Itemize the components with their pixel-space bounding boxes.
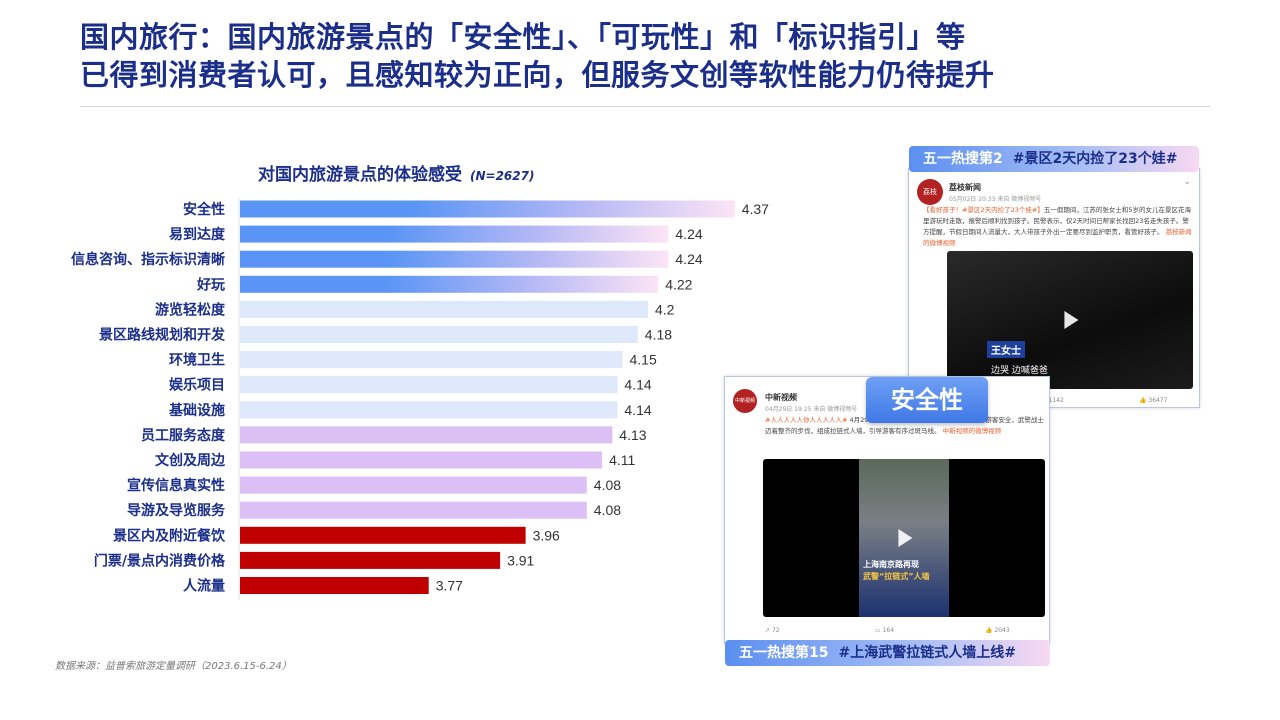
- title-line-2: 已得到消费者认可，且感知较为正向，但服务文创等软性能力仍待提升: [80, 58, 995, 92]
- value-label: 4.08: [594, 477, 621, 493]
- post-meta: 05月02日 20:33 来自 微博视频号: [949, 196, 1042, 203]
- value-label: 4.14: [624, 377, 651, 393]
- value-label: 4.24: [675, 226, 702, 242]
- category-label: 导游及导览服务: [127, 502, 226, 519]
- bar: [240, 351, 623, 369]
- post-text: 五一假期间，江苏的张女士和5岁的女儿在景区花海里游玩时走散，报警后顺利找到孩子。…: [923, 206, 1191, 236]
- post-hashtag[interactable]: 【看好孩子！#景区2天内捡了23个娃#】: [923, 206, 1044, 214]
- category-label: 宣传信息真实性: [127, 477, 225, 494]
- category-label: 基础设施: [169, 402, 225, 419]
- value-label: 4.11: [609, 452, 635, 468]
- title-divider: [80, 106, 1210, 107]
- post-video[interactable]: 王女士 边哭 边喊爸爸: [947, 251, 1193, 389]
- comment-count[interactable]: ▭ 164: [875, 627, 895, 634]
- slide-title: 国内旅行：国内旅游景点的「安全性」、「可玩性」和「标识指引」等 已得到消费者认可…: [80, 18, 1210, 94]
- category-label: 门票/景点内消费价格: [94, 552, 226, 569]
- value-label: 4.14: [624, 402, 651, 418]
- video-caption-name: 王女士: [987, 341, 1025, 358]
- bar: [240, 577, 429, 594]
- play-icon[interactable]: [1064, 311, 1079, 329]
- post-user[interactable]: 荔枝新闻: [949, 183, 981, 192]
- value-label: 4.13: [619, 427, 646, 443]
- bar: [240, 300, 648, 318]
- bar: [240, 426, 613, 444]
- category-label: 游览轻松度: [155, 301, 226, 318]
- value-label: 4.22: [665, 276, 692, 292]
- category-label: 文创及周边: [155, 452, 226, 469]
- hot-search-header-2: 五一热搜第15 #上海武警拉链式人墙上线#: [725, 640, 1050, 666]
- bar: [240, 225, 669, 243]
- avatar: 中新视频: [733, 389, 757, 413]
- chevron-down-icon[interactable]: ⌄: [1183, 177, 1191, 187]
- bar: [240, 526, 526, 544]
- value-label: 4.24: [675, 251, 702, 267]
- video-caption-1: 上海南京路再现: [863, 560, 919, 569]
- bar: [240, 275, 659, 293]
- bar: [240, 376, 618, 394]
- bar: [240, 476, 587, 494]
- category-label: 环境卫生: [169, 352, 225, 369]
- bar: [240, 401, 618, 419]
- bar: [240, 451, 603, 469]
- post-video[interactable]: 上海南京路再现 武警“拉链式”人墙: [763, 459, 1045, 617]
- category-label: 安全性: [183, 201, 225, 218]
- category-label: 娱乐项目: [169, 377, 225, 394]
- value-label: 4.37: [742, 201, 769, 217]
- post-video-link[interactable]: 中新视频的微博视频: [942, 427, 1002, 435]
- bar: [240, 501, 587, 519]
- category-label: 好玩: [196, 276, 225, 293]
- value-label: 4.18: [645, 327, 672, 343]
- bar: [240, 200, 735, 218]
- category-label: 景区路线规划和开发: [99, 327, 226, 344]
- title-line-1: 国内旅行：国内旅游景点的「安全性」、「可玩性」和「标识指引」等: [80, 20, 966, 54]
- value-label: 3.77: [436, 578, 463, 594]
- bar: [240, 326, 638, 343]
- weibo-post-1: 荔枝 荔枝新闻 05月02日 20:33 来自 微博视频号 ⌄ 【看好孩子！#景…: [908, 168, 1200, 408]
- data-source: 数据来源：益普索旅游定量调研（2023.6.15-6.24）: [55, 661, 292, 672]
- post-user[interactable]: 中新视频: [765, 393, 797, 402]
- post-body: 【看好孩子！#景区2天内捡了23个娃#】五一假期间，江苏的张女士和5岁的女儿在景…: [923, 205, 1193, 249]
- avatar: 荔枝: [917, 179, 943, 205]
- category-label: 员工服务态度: [141, 427, 226, 444]
- value-label: 3.96: [533, 527, 560, 543]
- share-count[interactable]: ↗ 72: [765, 627, 780, 634]
- bar: [240, 551, 501, 569]
- hot-search-header-1: 五一热搜第2 #景区2天内捡了23个娃#: [909, 146, 1199, 172]
- bar-chart: 安全性 4.37 易到达度 4.24 信息咨询、指示标识清晰 4.24 好玩 4.22 游览轻松…: [71, 198, 769, 600]
- category-label: 易到达度: [169, 226, 226, 243]
- post-video-link[interactable]: 荔枝新闻的微博视频: [923, 228, 1192, 247]
- value-label: 3.91: [507, 552, 534, 568]
- value-label: 4.15: [630, 352, 657, 368]
- like-count[interactable]: 👍 36477: [1139, 397, 1168, 404]
- video-caption-2: 武警“拉链式”人墙: [863, 572, 930, 581]
- play-icon[interactable]: [898, 529, 913, 547]
- post-hashtag[interactable]: #人人人人人你人人人人人#: [765, 416, 848, 424]
- category-label: 信息咨询、指示标识清晰: [71, 251, 225, 268]
- category-label: 景区内及附近餐饮: [113, 527, 226, 544]
- chart-subtitle: (N=2627): [470, 169, 535, 183]
- safety-badge: 安全性: [866, 377, 988, 423]
- bar: [240, 250, 669, 268]
- chart-title-text: 对国内旅游景点的体验感受: [258, 165, 462, 185]
- video-subtitle: 边哭 边喊爸爸: [991, 366, 1048, 376]
- value-label: 4.2: [655, 301, 675, 317]
- category-label: 人流量: [183, 578, 225, 595]
- value-label: 4.08: [594, 502, 621, 518]
- post-meta: 04月29日 19:25 来自 微博视频号: [765, 406, 858, 413]
- like-count[interactable]: 👍 2043: [985, 627, 1010, 634]
- chart-title: 对国内旅游景点的体验感受 (N=2627): [258, 160, 534, 185]
